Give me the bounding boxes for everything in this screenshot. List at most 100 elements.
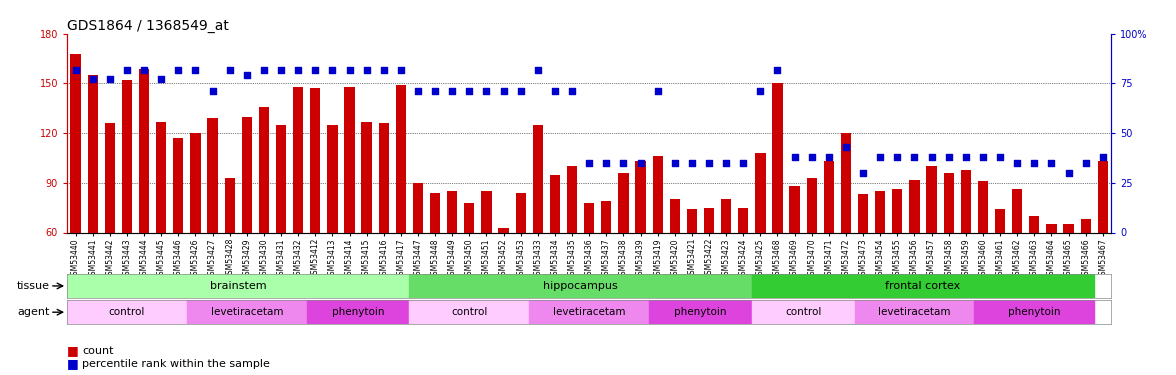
Text: GDS1864 / 1368549_at: GDS1864 / 1368549_at	[67, 19, 229, 33]
Bar	[87, 75, 98, 232]
Bar	[379, 123, 389, 232]
Bar	[139, 69, 149, 232]
Text: levetiracetam: levetiracetam	[878, 307, 950, 317]
Bar	[909, 180, 920, 232]
Bar	[893, 189, 902, 232]
Point	[802, 154, 821, 160]
Bar	[567, 166, 577, 232]
Text: agent: agent	[18, 307, 49, 317]
Bar	[975, 300, 1094, 324]
Text: ■: ■	[67, 344, 82, 357]
Bar	[499, 228, 509, 232]
Point	[546, 88, 564, 94]
Bar	[241, 117, 252, 232]
Bar	[875, 191, 886, 232]
Bar	[361, 122, 372, 232]
Bar	[1013, 189, 1022, 232]
Bar	[649, 300, 751, 324]
Point	[460, 88, 479, 94]
Bar	[465, 202, 474, 232]
Point	[1024, 160, 1043, 166]
Bar	[533, 125, 543, 232]
Bar	[943, 173, 954, 232]
Point	[135, 66, 154, 72]
Point	[443, 88, 462, 94]
Point	[820, 154, 838, 160]
Bar	[1081, 219, 1091, 232]
Point	[648, 88, 667, 94]
Bar	[841, 133, 851, 232]
Point	[1094, 154, 1112, 160]
Point	[1008, 160, 1027, 166]
Point	[768, 66, 787, 72]
Bar	[413, 183, 423, 232]
Point	[906, 154, 924, 160]
Point	[836, 144, 855, 150]
Text: levetiracetam: levetiracetam	[553, 307, 626, 317]
Point	[220, 66, 239, 72]
Point	[1042, 160, 1061, 166]
Bar	[1063, 224, 1074, 232]
Point	[254, 66, 273, 72]
Point	[734, 160, 753, 166]
Point	[477, 88, 496, 94]
Bar	[855, 300, 975, 324]
Bar	[307, 300, 409, 324]
Bar	[67, 300, 187, 324]
Text: frontal cortex: frontal cortex	[886, 281, 961, 291]
Text: brainstem: brainstem	[209, 281, 267, 291]
Point	[306, 66, 325, 72]
Bar	[276, 125, 286, 232]
Bar	[601, 201, 612, 232]
Text: levetiracetam: levetiracetam	[211, 307, 283, 317]
Point	[494, 88, 513, 94]
Bar	[293, 87, 303, 232]
Point	[289, 66, 308, 72]
Bar	[653, 156, 663, 232]
Text: ■: ■	[67, 357, 82, 370]
Bar	[67, 274, 409, 298]
Point	[66, 66, 85, 72]
Bar	[789, 186, 800, 232]
Bar	[1047, 224, 1056, 232]
Bar	[1097, 161, 1108, 232]
Bar	[1029, 216, 1040, 232]
Bar	[173, 138, 183, 232]
Bar	[396, 85, 406, 232]
Bar	[584, 202, 594, 232]
Bar	[807, 178, 817, 232]
Point	[83, 76, 102, 82]
Point	[426, 88, 445, 94]
Bar	[858, 194, 868, 232]
Bar	[310, 88, 320, 232]
Text: tissue: tissue	[16, 281, 49, 291]
Point	[272, 66, 290, 72]
Point	[323, 66, 342, 72]
Bar	[447, 191, 457, 232]
Point	[716, 160, 735, 166]
Bar	[187, 300, 307, 324]
Point	[118, 66, 136, 72]
Bar	[259, 106, 269, 232]
Point	[528, 66, 547, 72]
Point	[203, 88, 222, 94]
Bar	[225, 178, 235, 232]
Point	[100, 76, 119, 82]
Point	[870, 154, 889, 160]
Bar	[191, 133, 201, 232]
Point	[786, 154, 804, 160]
Point	[751, 88, 770, 94]
Bar	[345, 87, 355, 232]
Point	[186, 66, 205, 72]
Text: phenytoin: phenytoin	[674, 307, 727, 317]
Text: control: control	[786, 307, 821, 317]
Bar	[529, 300, 649, 324]
Bar	[977, 181, 988, 232]
Point	[358, 66, 376, 72]
Bar	[751, 300, 855, 324]
Bar	[687, 209, 697, 232]
Bar	[619, 173, 628, 232]
Point	[940, 154, 958, 160]
Bar	[122, 80, 132, 232]
Bar	[156, 122, 166, 232]
